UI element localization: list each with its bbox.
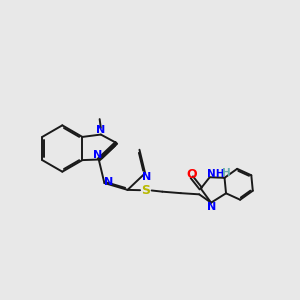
Text: N: N xyxy=(142,172,151,182)
Text: S: S xyxy=(142,184,151,197)
Text: N: N xyxy=(104,177,113,187)
Text: N: N xyxy=(207,202,216,212)
Text: N: N xyxy=(93,150,102,161)
Text: NH: NH xyxy=(208,169,225,179)
Text: N: N xyxy=(96,125,105,135)
Text: H: H xyxy=(222,168,230,178)
Text: O: O xyxy=(187,168,197,181)
